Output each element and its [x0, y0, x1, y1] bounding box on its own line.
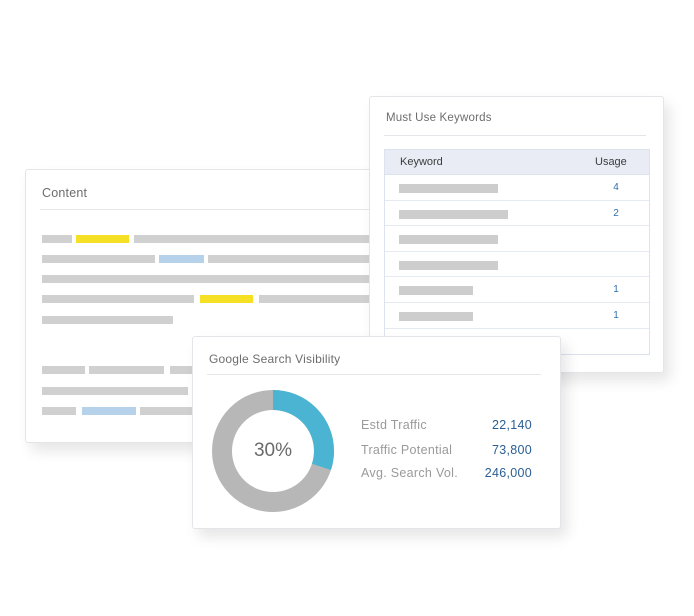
donut-svg [212, 390, 334, 512]
metric-value-estd-traffic: 22,140 [491, 418, 532, 432]
metric-value-avg-search-vol: 246,000 [484, 466, 532, 480]
keywords-table-header: Keyword Usage [385, 150, 649, 175]
table-row[interactable]: 1 [385, 303, 649, 329]
keyword-placeholder [399, 286, 473, 296]
column-header-usage[interactable]: Usage [595, 156, 627, 168]
usage-count: 2 [613, 207, 619, 219]
visibility-divider [207, 374, 541, 375]
donut-fill [212, 390, 334, 512]
keywords-title: Must Use Keywords [386, 112, 492, 124]
column-header-keyword[interactable]: Keyword [400, 156, 443, 168]
text-placeholder-line [42, 407, 76, 415]
keywords-card: Must Use Keywords Keyword Usage 4 2 1 [369, 96, 664, 373]
keyword-highlight-yellow [200, 295, 253, 303]
text-placeholder-line [134, 235, 396, 243]
text-placeholder-line [42, 295, 194, 303]
text-placeholder-line [259, 295, 396, 303]
keywords-divider [384, 135, 646, 136]
text-placeholder-line [170, 366, 200, 374]
keyword-highlight-blue [82, 407, 136, 415]
usage-count: 1 [613, 309, 619, 321]
keyword-highlight-yellow [76, 235, 129, 243]
visibility-percent: 30% [253, 440, 293, 461]
text-placeholder-line [42, 235, 72, 243]
text-placeholder-line [42, 387, 188, 395]
metric-value-traffic-potential: 73,800 [491, 443, 532, 457]
keywords-table: Keyword Usage 4 2 1 1 [384, 149, 650, 356]
table-row[interactable] [385, 226, 649, 252]
metric-label-estd-traffic: Estd Traffic [361, 418, 427, 432]
keyword-highlight-blue [159, 255, 204, 263]
text-placeholder-line [42, 275, 396, 283]
visibility-card: Google Search Visibility 30% Estd Traffi… [192, 336, 561, 529]
text-placeholder-line [208, 255, 396, 263]
keyword-placeholder [399, 260, 498, 270]
table-row[interactable]: 1 [385, 277, 649, 303]
content-divider [40, 209, 396, 210]
metric-label-avg-search-vol: Avg. Search Vol. [361, 466, 458, 480]
keyword-placeholder [399, 311, 473, 321]
keyword-placeholder [399, 235, 498, 245]
visibility-title: Google Search Visibility [209, 352, 341, 366]
content-title: Content [42, 186, 88, 200]
table-row[interactable]: 4 [385, 175, 649, 201]
text-placeholder-line [42, 366, 85, 374]
text-placeholder-line [42, 316, 173, 324]
text-placeholder-line [140, 407, 200, 415]
table-row[interactable]: 2 [385, 201, 649, 227]
visibility-donut-chart: 30% [211, 389, 335, 513]
keyword-placeholder [399, 184, 498, 193]
usage-count: 1 [613, 284, 619, 296]
table-row[interactable] [385, 252, 649, 278]
usage-count: 4 [613, 182, 619, 193]
keyword-placeholder [399, 209, 508, 219]
text-placeholder-line [89, 366, 164, 374]
text-placeholder-line [42, 255, 155, 263]
metric-label-traffic-potential: Traffic Potential [361, 443, 453, 457]
